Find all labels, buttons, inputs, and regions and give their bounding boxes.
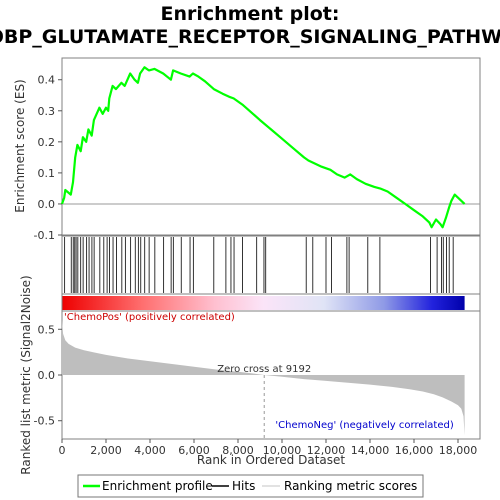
es-panel: -0.1 0.0 0.1 0.2 0.3 0.4 Enrichment score (ES… <box>13 57 481 242</box>
hits-plot-area <box>61 235 481 295</box>
es-tick-label: 0.2 <box>38 136 56 149</box>
x-tick-label: 14,000 <box>351 444 390 457</box>
ranking-metric-area <box>62 320 465 436</box>
zero-cross-label: Zero cross at 9192 <box>217 364 311 375</box>
legend-box <box>77 474 424 498</box>
positive-correlation-label: 'ChemoPos' (positively correlated) <box>64 312 235 323</box>
x-tick-label: 8,000 <box>222 444 254 457</box>
x-tick-label: 0 <box>59 444 66 457</box>
negative-correlation-label: 'ChemoNeg' (negatively correlated) <box>275 420 453 431</box>
rank-gradient-bar <box>61 293 481 312</box>
metric-panel: -0.5 0.0 0.5 'ChemoPos' (positively correl… <box>19 275 481 475</box>
metric-tick-label: 0.0 <box>38 369 56 382</box>
x-axis-ticks: 0 2,000 4,000 6,000 8,000 10,000 12,000 14,000 1… <box>59 439 478 457</box>
es-tick-label: 0.4 <box>38 74 56 87</box>
legend-enrichment-label: Enrichment profile <box>102 479 213 493</box>
x-tick-label: 6,000 <box>178 444 210 457</box>
es-tick-label: 0.3 <box>38 105 56 118</box>
x-tick-label: 18,000 <box>439 444 478 457</box>
x-tick-label: 4,000 <box>134 444 166 457</box>
legend-hits-label: Hits <box>232 479 255 493</box>
rank-gradient <box>62 296 465 310</box>
x-tick-label: 10,000 <box>263 444 302 457</box>
chart-title-line1: Enrichment plot: <box>161 3 340 25</box>
es-y-axis-label: Enrichment score (ES) <box>13 79 27 212</box>
x-tick-label: 16,000 <box>395 444 434 457</box>
metric-tick-label: -0.5 <box>34 415 55 428</box>
metric-tick-label: 0.5 <box>38 323 56 336</box>
metric-y-axis-label: Ranked list metric (Signal2Noise) <box>19 275 33 474</box>
x-axis-label: Rank in Ordered Dataset <box>197 453 345 467</box>
es-tick-label: 0.1 <box>38 167 56 180</box>
hit-lines <box>64 237 454 293</box>
x-tick-label: 12,000 <box>307 444 346 457</box>
x-tick-label: 2,000 <box>90 444 122 457</box>
enrichment-profile-line <box>60 66 466 229</box>
legend: Enrichment profile Hits Ranking metric s… <box>77 474 424 498</box>
es-plot-area <box>61 57 481 236</box>
es-y-ticks: -0.1 0.0 0.1 0.2 0.3 0.4 <box>34 74 62 242</box>
legend-metric-label: Ranking metric scores <box>284 479 417 493</box>
es-tick-label: -0.1 <box>34 229 55 242</box>
hits-panel <box>61 235 481 295</box>
es-tick-label: 0.0 <box>38 198 56 211</box>
metric-y-ticks: -0.5 0.0 0.5 <box>34 323 62 428</box>
chart-title-line2: GOBP_GLUTAMATE_RECEPTOR_SIGNALING_PATHWA… <box>0 26 500 48</box>
